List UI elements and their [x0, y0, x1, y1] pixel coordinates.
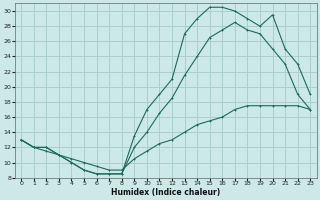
- X-axis label: Humidex (Indice chaleur): Humidex (Indice chaleur): [111, 188, 220, 197]
